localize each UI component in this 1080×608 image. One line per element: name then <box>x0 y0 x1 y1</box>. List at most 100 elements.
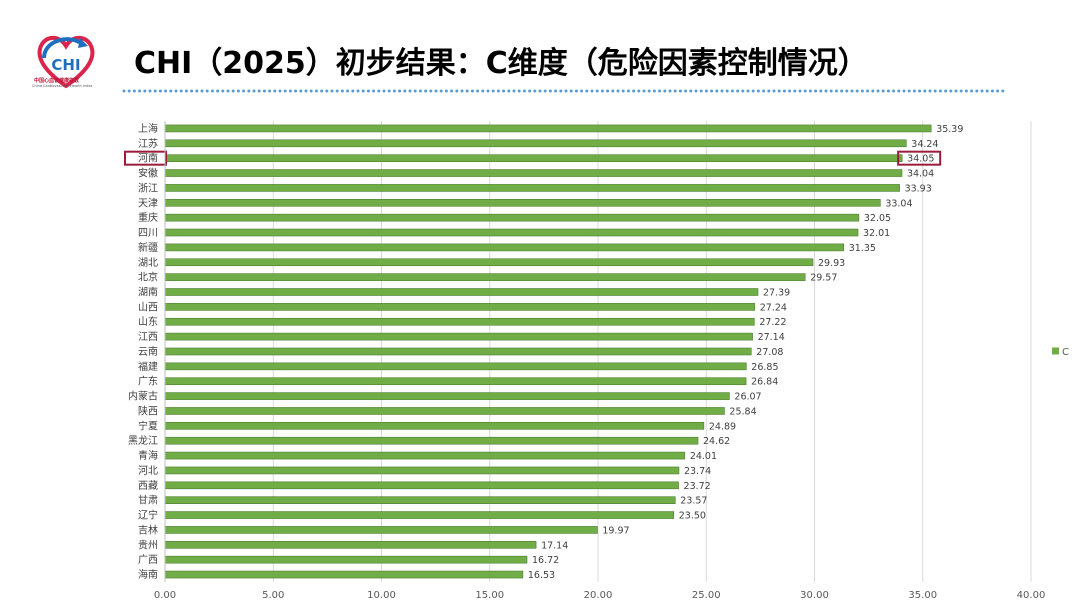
divider-dot <box>923 89 927 93</box>
divider-dot <box>439 89 443 93</box>
divider-dot <box>294 89 298 93</box>
category-label: 四川 <box>138 228 158 239</box>
divider-dot <box>777 89 781 93</box>
divider-dot <box>746 89 750 93</box>
divider-dot <box>522 89 526 93</box>
divider-dot <box>606 89 610 93</box>
divider-dot <box>730 89 734 93</box>
divider-dot <box>834 89 838 93</box>
divider-dot <box>122 89 126 93</box>
bar <box>164 243 845 252</box>
bar <box>164 511 675 519</box>
divider-dot <box>595 89 599 93</box>
category-label: 河南 <box>138 152 158 165</box>
data-label: 19.97 <box>602 525 629 536</box>
divider-dot <box>590 89 594 93</box>
divider-dot <box>351 89 355 93</box>
bar <box>164 303 756 311</box>
divider-dot <box>772 89 776 93</box>
bar <box>164 154 903 162</box>
data-label: 33.93 <box>905 183 932 194</box>
divider-dot <box>174 89 178 93</box>
divider-dot <box>715 89 719 93</box>
category-label: 广西 <box>138 554 158 566</box>
category-label: 河北 <box>138 465 158 477</box>
divider-dot <box>600 89 604 93</box>
data-label: 24.01 <box>690 451 717 462</box>
divider-dot <box>710 89 714 93</box>
category-label: 陕西 <box>138 404 158 417</box>
x-tick-label: 10.00 <box>367 590 396 601</box>
category-label: 江西 <box>138 331 158 343</box>
divider-dot <box>418 89 422 93</box>
bar <box>164 124 932 133</box>
divider-dot <box>413 89 417 93</box>
category-label: 重庆 <box>138 211 158 224</box>
divider-dot <box>678 89 682 93</box>
divider-dot <box>548 89 552 93</box>
divider-dot <box>538 89 542 93</box>
divider-dot <box>782 89 786 93</box>
logo-caption: 中国心血管健康指数 <box>34 78 80 84</box>
bar <box>164 169 903 177</box>
chi-logo: CHI <box>37 35 95 89</box>
divider-dot <box>798 89 802 93</box>
divider-dot <box>762 89 766 93</box>
data-label: 23.74 <box>684 466 711 477</box>
data-label: 16.53 <box>528 570 555 581</box>
divider-dot <box>299 89 303 93</box>
divider-dot <box>564 89 568 93</box>
x-tick-label: 35.00 <box>908 590 937 601</box>
bar <box>164 273 806 281</box>
divider-dot <box>429 89 433 93</box>
x-tick-label: 25.00 <box>692 590 721 601</box>
x-tick-label: 5.00 <box>262 590 284 601</box>
category-label: 新疆 <box>138 241 158 254</box>
divider-dot <box>632 89 636 93</box>
divider-dot <box>268 89 272 93</box>
divider-dot <box>236 89 240 93</box>
divider-dot <box>975 89 979 93</box>
divider-dot <box>938 89 942 93</box>
legend-swatch <box>1052 347 1059 355</box>
bar <box>164 377 747 386</box>
divider-dot <box>949 89 953 93</box>
divider-dot <box>725 89 729 93</box>
divider-dot <box>996 89 1000 93</box>
divider-dot <box>944 89 948 93</box>
divider-dot <box>195 89 199 93</box>
divider-dot <box>621 89 625 93</box>
divider-dot <box>907 89 911 93</box>
data-label: 23.57 <box>680 496 707 507</box>
divider-dot <box>554 89 558 93</box>
divider-dot <box>382 89 386 93</box>
divider-dot <box>788 89 792 93</box>
divider-dot <box>871 89 875 93</box>
data-label: 27.08 <box>756 347 783 358</box>
bar <box>164 213 860 222</box>
data-label: 29.93 <box>818 258 845 269</box>
divider-dot <box>1001 89 1005 93</box>
divider-dot <box>652 89 656 93</box>
category-label: 湖南 <box>138 286 158 299</box>
divider-dot <box>668 89 672 93</box>
divider-dot <box>647 89 651 93</box>
bar <box>164 407 725 415</box>
divider-dot <box>517 89 521 93</box>
divider-dot <box>273 89 277 93</box>
data-label: 24.89 <box>709 421 736 432</box>
divider-dot <box>512 89 516 93</box>
divider-dot <box>153 89 157 93</box>
divider-dot <box>892 89 896 93</box>
bar <box>164 347 752 356</box>
data-label: 26.85 <box>751 362 778 373</box>
divider-dot <box>528 89 532 93</box>
divider-dot <box>216 89 220 93</box>
category-label: 北京 <box>138 271 158 284</box>
bar <box>164 198 881 207</box>
divider-dot <box>736 89 740 93</box>
divider-dot <box>912 89 916 93</box>
page-title: CHI（2025）初步结果：C维度（危险因素控制情况） <box>134 46 868 81</box>
bar <box>164 139 907 148</box>
logo-text: CHI <box>51 56 80 74</box>
